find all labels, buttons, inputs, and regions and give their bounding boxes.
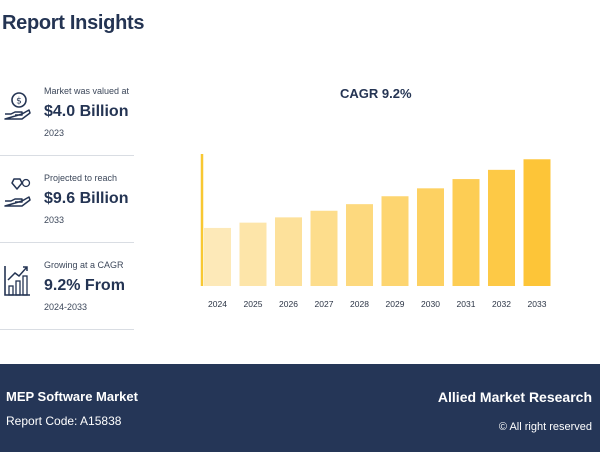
stat-year: 2024-2033	[44, 302, 88, 312]
bar-2030	[417, 188, 444, 286]
x-tick-label: 2024	[208, 299, 227, 309]
growth-chart-icon	[4, 266, 30, 296]
x-tick-label: 2033	[528, 299, 547, 309]
svg-text:$: $	[16, 97, 22, 107]
bar-2031	[452, 179, 480, 286]
bar-2032	[488, 169, 515, 286]
x-tick-label: 2026	[279, 299, 298, 309]
x-tick-label: 2025	[244, 299, 263, 309]
x-tick-label: 2032	[492, 299, 511, 309]
growth-hand-icon	[4, 178, 31, 207]
x-tick-label: 2027	[315, 299, 334, 309]
bar-2026	[275, 217, 302, 286]
bar-2024	[204, 227, 231, 286]
brand-name: Allied Market Research	[437, 389, 592, 405]
stat-year: 2023	[44, 128, 65, 138]
stat-caption: Growing at a CAGR	[44, 260, 124, 270]
report-title: MEP Software Market	[6, 389, 138, 404]
stat-value: $4.0 Billion	[44, 103, 129, 120]
page-title: Report Insights	[2, 12, 145, 34]
copyright-text: © All right reserved	[498, 421, 592, 433]
stat-caption: Market was valued at	[44, 86, 130, 96]
stat-market-value: $ Market was valued at $4.0 Billion 2023	[0, 70, 134, 156]
stat-value: $9.6 Billion	[44, 190, 129, 207]
money-hand-icon: $	[4, 92, 31, 120]
x-tick-label: 2031	[457, 299, 476, 309]
bar-2033	[523, 159, 551, 286]
bar-chart: 2024 2025 2026 2027 2028 2029 2030 2031 2032 2033	[200, 154, 551, 309]
stat-value: 9.2% From	[44, 277, 125, 294]
bar-2025	[239, 222, 267, 286]
x-tick-label: 2028	[350, 299, 369, 309]
stat-projected-value: Projected to reach $9.6 Billion 2033	[0, 157, 134, 243]
bar-2029	[381, 196, 409, 286]
stat-cagr: Growing at a CAGR 9.2% From 2024-2033	[0, 244, 134, 330]
chart-title: CAGR 9.2%	[340, 86, 412, 101]
x-tick-label: 2030	[421, 299, 440, 309]
x-tick-label: 2029	[386, 299, 405, 309]
bar-2028	[346, 204, 373, 286]
report-code: Report Code: A15838	[6, 414, 122, 428]
bar-2027	[310, 210, 338, 286]
stat-year: 2033	[44, 215, 65, 225]
footer: MEP Software Market Report Code: A15838 …	[0, 364, 600, 452]
stat-caption: Projected to reach	[44, 173, 118, 183]
